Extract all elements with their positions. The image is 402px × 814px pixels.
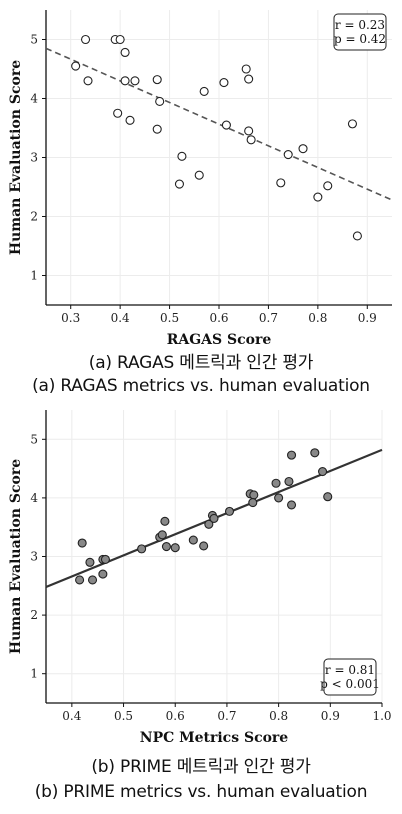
data-point: [188, 535, 198, 545]
data-point: [209, 513, 219, 523]
data-point: [318, 466, 328, 477]
data-point: [224, 506, 235, 516]
x-tick-label: 1.0: [372, 709, 391, 723]
data-point: [347, 119, 358, 129]
data-point: [286, 500, 297, 510]
y-tick-label: 4: [30, 491, 38, 505]
data-point: [248, 498, 258, 508]
data-point: [130, 76, 140, 86]
data-point: [286, 450, 297, 460]
data-point: [323, 181, 333, 191]
data-point: [221, 120, 231, 130]
y-tick-label: 2: [30, 608, 38, 622]
data-point: [284, 476, 294, 487]
chart-panel-prime: 0.4 0.5 0.6 0.7 0.8 0.9 1.0 1 2 3 4 5 NPC Metrics Sc…: [0, 400, 402, 814]
stat-p-value: p = 0.42: [334, 32, 386, 46]
data-point: [323, 492, 333, 502]
x-axis-title: NPC Metrics Score: [140, 730, 289, 746]
data-point: [298, 144, 308, 154]
data-point: [194, 170, 204, 180]
data-point: [276, 178, 286, 188]
data-point: [310, 448, 320, 458]
data-point: [249, 490, 259, 500]
y-tick-label: 5: [30, 432, 38, 446]
stats-box: [323, 658, 377, 696]
chart-panel-ragas: 0.3 0.4 0.5 0.6 0.7 0.8 0.9 1 2 3 4 5 RAGAS Score Hum…: [0, 0, 402, 400]
data-point: [161, 541, 171, 552]
data-point: [204, 519, 214, 529]
data-point: [244, 74, 254, 84]
x-tick-label: 0.4: [111, 311, 130, 325]
y-axis-title: Human Evaluation Score: [8, 459, 24, 654]
stats-box: [333, 13, 387, 51]
data-point: [83, 76, 93, 86]
caption-a-korean: (a) RAGAS 메트릭과 인간 평가: [88, 353, 314, 373]
data-point: [100, 554, 110, 564]
x-tick-label: 0.7: [259, 311, 278, 325]
x-tick-label: 0.5: [160, 311, 179, 325]
data-point: [152, 75, 162, 85]
y-tick-label: 3: [30, 550, 38, 564]
data-point: [157, 530, 167, 540]
data-point: [155, 96, 165, 106]
y-tick-label: 3: [30, 151, 38, 165]
data-point: [75, 575, 85, 585]
x-tick-label: 0.4: [62, 709, 81, 723]
y-tick-label: 5: [30, 33, 38, 47]
y-tick-label: 2: [30, 210, 38, 224]
x-tick-label: 0.9: [321, 709, 340, 723]
data-point: [71, 61, 81, 71]
data-point: [98, 569, 108, 579]
x-tick-label: 0.8: [308, 311, 327, 325]
x-tick-label: 0.9: [358, 311, 377, 325]
data-point: [113, 108, 123, 118]
x-tick-label: 0.7: [217, 709, 236, 723]
x-tick-label: 0.5: [114, 709, 133, 723]
x-tick-label: 0.3: [61, 311, 80, 325]
stat-correlation: r = 0.23: [335, 18, 385, 32]
scatter-chart-ragas: 0.3 0.4 0.5 0.6 0.7 0.8 0.9 1 2 3 4 5 RAGAS Score Hum…: [8, 10, 393, 348]
data-point: [313, 192, 323, 202]
data-point: [87, 575, 98, 585]
data-point: [85, 557, 95, 567]
stat-correlation: r = 0.81: [325, 663, 375, 677]
data-point: [125, 115, 135, 125]
data-point: [77, 538, 87, 548]
data-point: [241, 64, 251, 74]
data-point: [115, 34, 125, 45]
data-point: [352, 231, 362, 241]
data-point: [137, 544, 147, 554]
y-tick-label: 1: [30, 667, 38, 681]
caption-b-english: (b) PRIME metrics vs. human evaluation: [34, 782, 368, 802]
x-tick-label: 0.6: [209, 311, 228, 325]
x-tick-label: 0.8: [269, 709, 288, 723]
data-point: [160, 516, 170, 526]
data-point: [174, 179, 185, 189]
data-point: [80, 34, 91, 45]
data-point: [274, 493, 284, 503]
data-point: [120, 47, 130, 58]
trend-line: [45, 47, 393, 201]
caption-a-english: (a) RAGAS metrics vs. human evaluation: [32, 376, 370, 396]
data-point: [199, 86, 209, 96]
data-point: [271, 478, 281, 488]
data-point: [177, 151, 187, 161]
data-point: [244, 126, 254, 136]
data-point: [120, 76, 130, 86]
data-point: [152, 124, 162, 134]
data-point: [170, 543, 180, 553]
caption-b-korean: (b) PRIME 메트릭과 인간 평가: [91, 757, 311, 777]
y-tick-label: 1: [30, 269, 38, 283]
data-point: [219, 78, 229, 88]
scatter-chart-prime: 0.4 0.5 0.6 0.7 0.8 0.9 1.0 1 2 3 4 5 NPC Metrics Sc…: [8, 410, 392, 746]
stat-p-value: p < 0.001: [320, 677, 380, 691]
data-point: [199, 541, 209, 551]
data-point: [283, 150, 293, 160]
x-tick-label: 0.6: [166, 709, 185, 723]
y-tick-label: 4: [30, 92, 38, 106]
y-axis-title: Human Evaluation Score: [8, 60, 24, 255]
data-point: [246, 135, 256, 145]
x-axis-title: RAGAS Score: [167, 332, 272, 348]
